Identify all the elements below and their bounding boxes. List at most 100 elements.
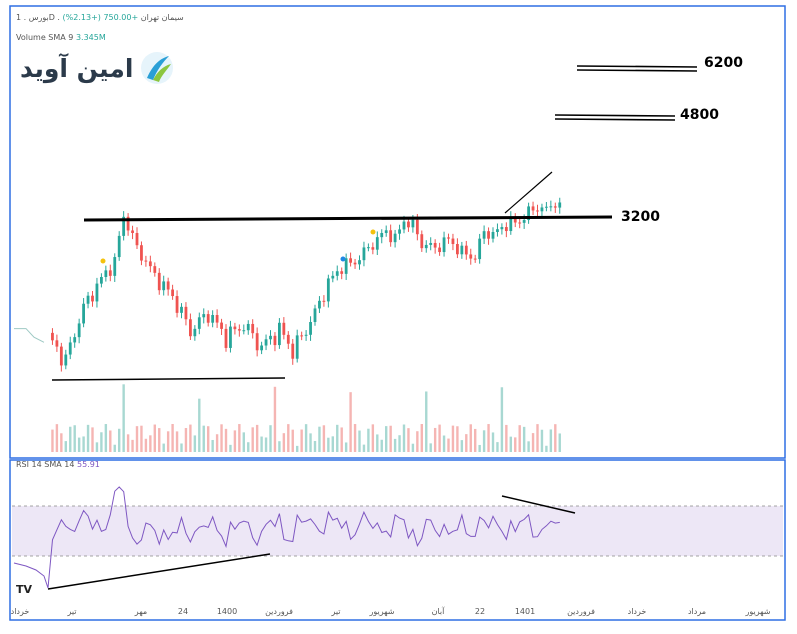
candle-body <box>273 335 277 346</box>
volume-bar <box>55 424 59 452</box>
volume-bar <box>402 424 406 452</box>
volume-bar <box>69 426 72 452</box>
candle-body <box>295 335 299 359</box>
candle-body <box>353 262 357 265</box>
volume-bar <box>469 424 472 452</box>
candle-body <box>335 271 339 276</box>
candle-body <box>140 245 143 261</box>
volume-bar <box>269 425 272 452</box>
candle-body <box>197 317 201 329</box>
volume-bar <box>158 428 161 452</box>
volume-bar <box>171 424 174 452</box>
target-line <box>554 118 676 121</box>
candle-body <box>215 315 219 323</box>
volume-bar <box>500 387 504 452</box>
candle-body <box>117 235 121 258</box>
volume-bar <box>376 434 379 452</box>
candle-body <box>171 289 174 297</box>
candle-body <box>522 220 526 223</box>
candle-body <box>393 233 397 243</box>
candle-body <box>456 244 459 255</box>
volume-bar <box>122 384 125 452</box>
main-pane-border <box>9 5 786 459</box>
volume-bar <box>82 436 85 452</box>
rsi-support-line <box>47 553 271 590</box>
signal-dot <box>340 256 346 262</box>
volume-bar <box>447 438 450 452</box>
candle-body <box>229 326 232 348</box>
volume-bar <box>456 426 459 452</box>
candle-body <box>553 206 557 208</box>
logo-text: امین آوید <box>20 53 134 83</box>
volume-bar <box>113 444 116 452</box>
candle-body <box>424 244 428 249</box>
volume-bar <box>496 442 499 452</box>
candle-body <box>82 303 85 324</box>
x-tick-label: شهریور <box>744 607 770 616</box>
volume-bar <box>287 424 290 452</box>
rsi-pane-border <box>9 459 786 621</box>
x-tick-label: خرداد <box>628 607 647 616</box>
candle-body <box>389 230 393 243</box>
candle-body <box>260 345 263 351</box>
target-line <box>576 69 698 72</box>
volume-bar <box>77 437 81 452</box>
volume-label: Volume SMA 9 <box>16 33 74 42</box>
volume-bar <box>358 430 361 452</box>
candle-body <box>55 340 59 347</box>
candle-body <box>237 329 241 331</box>
candle-body <box>264 339 268 346</box>
x-tick-label: 1401 <box>515 607 535 616</box>
candle-body <box>473 258 477 260</box>
rsi-band <box>12 506 783 556</box>
volume-bar <box>531 433 535 452</box>
volume-bar <box>336 424 339 452</box>
volume-bar <box>482 430 486 452</box>
volume-bar <box>215 434 219 452</box>
candle-body <box>429 242 433 245</box>
candle-body <box>104 270 108 278</box>
volume-bar <box>60 433 63 452</box>
candle-body <box>442 237 446 253</box>
volume-bar <box>304 424 308 452</box>
volume-bar <box>474 428 477 452</box>
volume-bar <box>478 444 481 452</box>
candle-body <box>144 260 148 262</box>
candle-body <box>269 335 272 340</box>
candle-body <box>531 206 535 211</box>
price-change: +750.00 (+2.13%) <box>62 13 139 22</box>
volume-bar <box>398 435 401 452</box>
volume-bar <box>247 442 250 452</box>
volume-bar <box>175 431 179 452</box>
volume-bar <box>224 428 228 452</box>
volume-bar <box>540 429 544 452</box>
volume-bar <box>322 425 326 452</box>
volume-bar <box>126 434 130 452</box>
candle-body <box>100 277 103 284</box>
volume-bar <box>193 435 197 452</box>
volume-bar <box>278 441 281 452</box>
candle-body <box>286 334 290 344</box>
symbol-line: بورس . 1D . سیمان تهران <box>16 13 184 22</box>
volume-bar <box>344 442 348 452</box>
candle-body <box>304 334 308 336</box>
x-tick-label: خرداد <box>11 607 30 616</box>
volume-bar <box>73 425 76 452</box>
volume-bar <box>198 398 201 452</box>
candle-body <box>487 231 490 239</box>
volume-bar <box>491 432 495 452</box>
candle-body <box>206 314 210 323</box>
volume-bar <box>86 424 90 452</box>
volume-bar <box>300 429 303 452</box>
volume-bar <box>251 427 254 452</box>
candle-body <box>322 300 326 302</box>
candle-body <box>51 332 54 341</box>
candle-body <box>518 222 522 224</box>
volume-bar <box>385 426 388 452</box>
x-tick-label: مرداد <box>688 607 706 616</box>
volume-bar <box>135 426 139 452</box>
volume-bar <box>255 424 259 452</box>
candle-body <box>496 229 499 233</box>
volume-bar <box>536 424 539 452</box>
